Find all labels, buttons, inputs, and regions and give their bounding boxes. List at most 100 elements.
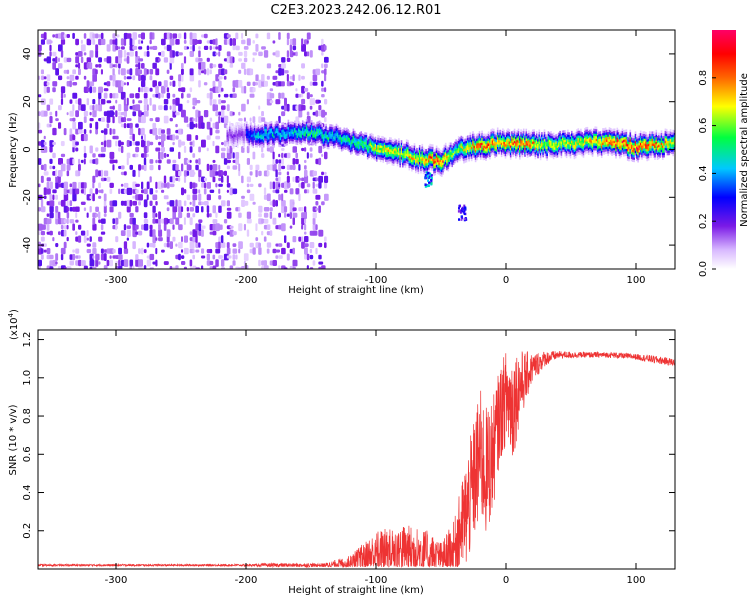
heatmap-cell bbox=[395, 151, 398, 155]
heatmap-cell bbox=[291, 134, 294, 137]
heatmap-cell bbox=[494, 131, 496, 135]
heatmap-cell bbox=[356, 150, 359, 154]
heatmap-cell bbox=[333, 143, 335, 146]
heatmap-cell bbox=[463, 148, 465, 152]
heatmap-cell bbox=[100, 117, 106, 122]
heatmap-cell bbox=[229, 133, 231, 137]
heatmap-cell bbox=[246, 135, 248, 139]
heatmap-cell bbox=[192, 123, 196, 128]
heatmap-cell bbox=[307, 129, 309, 133]
heatmap-cell bbox=[60, 247, 66, 255]
heatmap-cell bbox=[461, 148, 464, 152]
heatmap-cell bbox=[215, 104, 218, 111]
heatmap-cell bbox=[412, 157, 414, 161]
heatmap-cell bbox=[321, 94, 325, 98]
heatmap-cell bbox=[577, 152, 580, 155]
heatmap-cell bbox=[309, 147, 313, 152]
heatmap-cell bbox=[296, 137, 299, 141]
heatmap-cell bbox=[112, 249, 116, 254]
heatmap-cell bbox=[281, 127, 283, 130]
heatmap-cell bbox=[418, 154, 421, 158]
heatmap-cell bbox=[663, 147, 665, 151]
heatmap-cell bbox=[651, 145, 654, 149]
heatmap-cell bbox=[351, 134, 353, 137]
heatmap-cell bbox=[269, 100, 274, 104]
heatmap-cell bbox=[547, 133, 550, 137]
heatmap-cell bbox=[303, 121, 305, 124]
heatmap-cell bbox=[472, 155, 474, 158]
heatmap-cell bbox=[420, 158, 422, 162]
heatmap-cell bbox=[504, 156, 507, 159]
heatmap-cell bbox=[169, 75, 174, 80]
heatmap-cell bbox=[155, 68, 160, 76]
heatmap-cell bbox=[261, 136, 264, 140]
heatmap-cell bbox=[612, 147, 615, 151]
heatmap-cell bbox=[304, 126, 307, 130]
heatmap-cell bbox=[526, 155, 529, 158]
heatmap-cell bbox=[526, 152, 529, 156]
heatmap-cell bbox=[400, 157, 403, 160]
heatmap-cell bbox=[335, 123, 338, 127]
heatmap-cell bbox=[496, 132, 499, 135]
heatmap-cell bbox=[451, 155, 453, 158]
heatmap-cell bbox=[408, 167, 411, 171]
heatmap-cell bbox=[126, 33, 132, 39]
heatmap-cell bbox=[138, 169, 141, 178]
heatmap-cell bbox=[282, 138, 284, 142]
heatmap-cell bbox=[619, 151, 621, 154]
heatmap-cell bbox=[521, 147, 524, 151]
heatmap-cell bbox=[226, 51, 231, 57]
heatmap-cell bbox=[309, 136, 312, 140]
heatmap-cell bbox=[576, 153, 578, 156]
heatmap-cell bbox=[623, 142, 625, 145]
heatmap-cell bbox=[391, 158, 394, 161]
heatmap-cell bbox=[582, 143, 585, 146]
heatmap-cell bbox=[639, 152, 642, 155]
heatmap-cell bbox=[260, 134, 262, 138]
heatmap-cell bbox=[421, 158, 424, 161]
heatmap-cell bbox=[126, 97, 129, 106]
heatmap-cell bbox=[255, 74, 259, 82]
heatmap-cell bbox=[232, 152, 235, 159]
heatmap-cell bbox=[363, 153, 365, 156]
heatmap-cell bbox=[266, 144, 269, 148]
heatmap-cell bbox=[212, 104, 216, 112]
heatmap-cell bbox=[49, 230, 53, 236]
heatmap-cell bbox=[390, 137, 392, 140]
heatmap-cell bbox=[433, 154, 435, 157]
heatmap-cell bbox=[643, 143, 646, 146]
heatmap-cell bbox=[155, 159, 158, 164]
heatmap-cell bbox=[663, 140, 665, 144]
heatmap-cell bbox=[641, 147, 643, 151]
heatmap-cell bbox=[476, 155, 478, 158]
heatmap-cell bbox=[496, 127, 499, 131]
heatmap-cell bbox=[189, 32, 193, 40]
heatmap-cell bbox=[555, 136, 557, 140]
heatmap-cell bbox=[554, 149, 556, 153]
heatmap-cell bbox=[313, 127, 316, 131]
heatmap-cell bbox=[404, 150, 407, 154]
heatmap-cell bbox=[346, 132, 348, 136]
heatmap-cell bbox=[221, 87, 224, 92]
heatmap-cell bbox=[285, 136, 287, 139]
heatmap-cell bbox=[315, 183, 319, 187]
heatmap-cell bbox=[581, 139, 583, 142]
heatmap-cell bbox=[295, 105, 298, 111]
heatmap-cell bbox=[487, 148, 490, 151]
heatmap-cell bbox=[556, 147, 559, 151]
heatmap-cell bbox=[658, 137, 660, 140]
heatmap-cell bbox=[72, 187, 77, 196]
heatmap-cell bbox=[598, 150, 600, 154]
heatmap-cell bbox=[584, 133, 586, 136]
heatmap-cell bbox=[347, 141, 349, 144]
heatmap-cell bbox=[178, 74, 182, 82]
heatmap-cell bbox=[448, 142, 451, 146]
heatmap-cell bbox=[181, 255, 185, 259]
heatmap-cell bbox=[426, 160, 429, 163]
heatmap-cell bbox=[545, 155, 547, 159]
heatmap-cell bbox=[158, 237, 163, 242]
heatmap-cell bbox=[340, 146, 343, 150]
heatmap-cell bbox=[132, 265, 135, 269]
heatmap-cell bbox=[324, 145, 326, 149]
heatmap-cell bbox=[628, 156, 630, 159]
